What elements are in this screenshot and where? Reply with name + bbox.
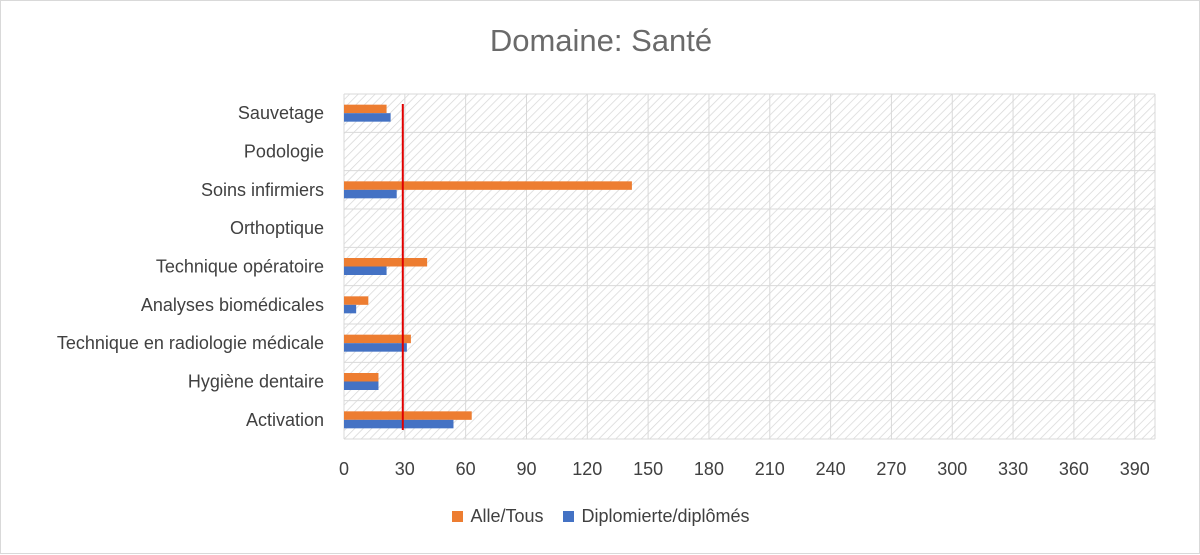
x-tick-label: 150	[633, 459, 663, 479]
x-tick-label: 270	[876, 459, 906, 479]
legend: Alle/Tous Diplomierte/diplômés	[1, 506, 1200, 527]
x-tick-label: 360	[1059, 459, 1089, 479]
category-labels: Sauvetage Podologie Soins infirmiers Orthop…	[57, 103, 324, 430]
category-label: Technique en radiologie médicale	[57, 333, 324, 353]
legend-item-alle-tous: Alle/Tous	[452, 506, 543, 527]
category-label: Podologie	[244, 142, 324, 162]
category-label: Sauvetage	[238, 103, 324, 123]
x-tick-label: 210	[755, 459, 785, 479]
category-label: Soins infirmiers	[201, 180, 324, 200]
x-tick-label: 390	[1120, 459, 1150, 479]
bar-diplomes-8	[344, 419, 454, 429]
legend-swatch	[452, 511, 464, 522]
x-tick-label: 60	[456, 459, 476, 479]
bars	[344, 104, 632, 429]
gridlines	[343, 93, 1156, 440]
bar-diplomes-4	[344, 266, 387, 275]
bar-diplomes-6	[344, 343, 407, 352]
category-label: Hygiène dentaire	[188, 372, 324, 392]
bar-alle-tous-5	[344, 296, 369, 305]
x-tick-label: 30	[395, 459, 415, 479]
x-tick-label: 90	[516, 459, 536, 479]
x-tick-label: 0	[339, 459, 349, 479]
chart-title: Domaine: Santé	[489, 23, 713, 58]
legend-item-diplomes: Diplomierte/diplômés	[563, 506, 750, 527]
plot-area	[344, 94, 1155, 439]
bar-diplomes-5	[344, 304, 357, 314]
bar-alle-tous-4	[344, 258, 428, 267]
category-label: Analyses biomédicales	[141, 295, 324, 315]
legend-label: Diplomierte/diplômés	[581, 506, 750, 526]
category-label: Activation	[246, 410, 324, 430]
bar-alle-tous-8	[344, 411, 472, 420]
bar-diplomes-7	[344, 381, 379, 390]
category-label: Technique opératoire	[156, 257, 324, 277]
bar-alle-tous-0	[344, 104, 387, 114]
bar-diplomes-2	[344, 189, 397, 199]
bar-diplomes-0	[344, 113, 391, 122]
x-tick-label: 300	[937, 459, 967, 479]
x-tick-label: 180	[694, 459, 724, 479]
x-tick-label: 120	[572, 459, 602, 479]
legend-label: Alle/Tous	[470, 506, 544, 526]
bar-alle-tous-6	[344, 334, 411, 344]
x-tick-label: 330	[998, 459, 1028, 479]
x-tick-label: 240	[816, 459, 846, 479]
legend-swatch	[563, 511, 575, 522]
x-tick-labels: 0 30 60 90 120 150 180 210 240 270 300 330 360 390	[339, 459, 1150, 479]
bar-alle-tous-7	[344, 373, 379, 382]
bar-alle-tous-2	[344, 181, 632, 190]
category-label: Orthoptique	[230, 218, 324, 238]
